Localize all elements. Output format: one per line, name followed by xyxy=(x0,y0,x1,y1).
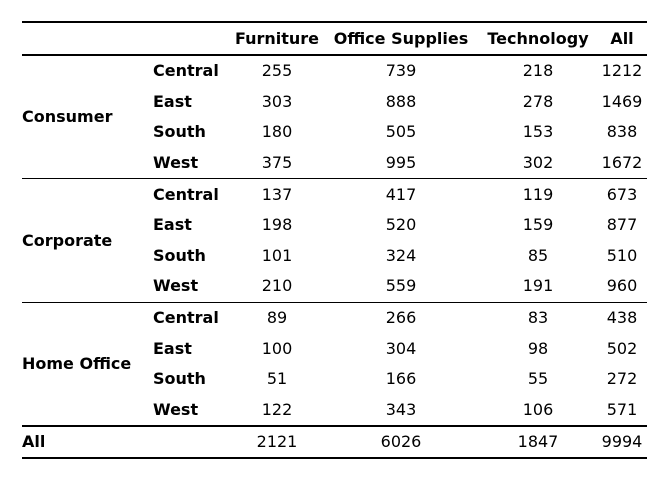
value-cell-furniture: 122 xyxy=(261,399,293,419)
value-cell-technology: 55 xyxy=(527,369,549,389)
value-cell-furniture: 375 xyxy=(261,153,293,173)
value-cell-all: 673 xyxy=(606,184,638,204)
value-cell-furniture: 100 xyxy=(261,338,293,358)
totals-blank-cell xyxy=(153,426,231,458)
region-label: South xyxy=(153,245,206,265)
value-cell-all: 1469 xyxy=(601,91,643,111)
value-cell-technology: 191 xyxy=(522,276,554,296)
region-label: East xyxy=(153,91,192,111)
value-cell-all: 1672 xyxy=(601,153,643,173)
table-row: West 375 995 302 1672 xyxy=(22,148,647,179)
value-cell-technology: 106 xyxy=(522,399,554,419)
table-row: Home Office Central 89 266 83 438 xyxy=(22,302,647,373)
column-header-office-supplies: Office Supplies xyxy=(333,28,469,48)
table-row: East 198 520 159 877 xyxy=(22,210,647,241)
value-cell-office-supplies: 304 xyxy=(385,338,417,358)
table-row: East 100 304 98 502 xyxy=(22,333,647,364)
value-cell-all: 272 xyxy=(606,369,638,389)
table-row: Consumer Central 255 739 218 1212 xyxy=(22,55,647,126)
value-cell-office-supplies: 888 xyxy=(385,91,417,111)
total-value-technology: 1847 xyxy=(517,432,559,452)
value-cell-furniture: 180 xyxy=(261,122,293,142)
region-label: West xyxy=(153,276,199,296)
region-label: East xyxy=(153,215,192,235)
totals-label: All xyxy=(22,432,46,452)
value-cell-furniture: 303 xyxy=(261,91,293,111)
segment-label: Corporate xyxy=(22,230,113,250)
table-row: South 180 505 153 838 xyxy=(22,117,647,148)
region-label: South xyxy=(153,122,206,142)
value-cell-furniture: 198 xyxy=(261,215,293,235)
value-cell-technology: 278 xyxy=(522,91,554,111)
region-label: Central xyxy=(153,61,219,81)
value-cell-technology: 119 xyxy=(522,184,554,204)
header-blank-segment xyxy=(22,22,153,55)
header-row: Furniture Office Supplies Technology All xyxy=(22,22,647,55)
table-row: South 51 166 55 272 xyxy=(22,364,647,395)
column-header-all: All xyxy=(610,28,634,48)
value-cell-technology: 83 xyxy=(527,308,549,328)
table-header: Furniture Office Supplies Technology All xyxy=(22,22,647,55)
region-label: East xyxy=(153,338,192,358)
value-cell-technology: 302 xyxy=(522,153,554,173)
value-cell-furniture: 210 xyxy=(261,276,293,296)
value-cell-furniture: 89 xyxy=(266,308,288,328)
region-label: West xyxy=(153,153,199,173)
totals-row: All 2121 6026 1847 9994 xyxy=(22,426,647,459)
value-cell-all: 877 xyxy=(606,215,638,235)
value-cell-office-supplies: 995 xyxy=(385,153,417,173)
value-cell-office-supplies: 166 xyxy=(385,369,417,389)
value-cell-office-supplies: 417 xyxy=(385,184,417,204)
table-row: West 210 559 191 960 xyxy=(22,271,647,302)
region-label: West xyxy=(153,399,199,419)
value-cell-all: 1212 xyxy=(601,61,643,81)
table-row: West 122 343 106 571 xyxy=(22,395,647,427)
value-cell-office-supplies: 739 xyxy=(385,61,417,81)
total-value-all: 9994 xyxy=(601,432,643,452)
table-row: South 101 324 85 510 xyxy=(22,241,647,272)
value-cell-all: 510 xyxy=(606,245,638,265)
total-value-furniture: 2121 xyxy=(256,432,298,452)
region-label: Central xyxy=(153,308,219,328)
region-label: South xyxy=(153,369,206,389)
value-cell-office-supplies: 559 xyxy=(385,276,417,296)
value-cell-office-supplies: 343 xyxy=(385,399,417,419)
value-cell-furniture: 51 xyxy=(266,369,288,389)
column-header-technology: Technology xyxy=(487,28,589,48)
total-value-office-supplies: 6026 xyxy=(380,432,422,452)
value-cell-furniture: 101 xyxy=(261,245,293,265)
region-label: Central xyxy=(153,184,219,204)
value-cell-all: 838 xyxy=(606,122,638,142)
segment-label: Home Office xyxy=(22,353,132,373)
column-header-furniture: Furniture xyxy=(234,28,320,48)
header-blank-region xyxy=(153,22,231,55)
value-cell-furniture: 137 xyxy=(261,184,293,204)
value-cell-technology: 85 xyxy=(527,245,549,265)
value-cell-technology: 159 xyxy=(522,215,554,235)
segment-label: Consumer xyxy=(22,107,113,127)
table-body: Consumer Central 255 739 218 1212 East 303 888 27… xyxy=(22,55,647,426)
value-cell-all: 438 xyxy=(606,308,638,328)
value-cell-office-supplies: 505 xyxy=(385,122,417,142)
value-cell-technology: 153 xyxy=(522,122,554,142)
value-cell-office-supplies: 266 xyxy=(385,308,417,328)
value-cell-all: 571 xyxy=(606,399,638,419)
pivot-table: Furniture Office Supplies Technology All… xyxy=(22,21,647,459)
value-cell-technology: 98 xyxy=(527,338,549,358)
value-cell-all: 502 xyxy=(606,338,638,358)
value-cell-office-supplies: 324 xyxy=(385,245,417,265)
table-row: East 303 888 278 1469 xyxy=(22,87,647,118)
value-cell-technology: 218 xyxy=(522,61,554,81)
table-row: Corporate Central 137 417 119 673 xyxy=(22,178,647,250)
value-cell-all: 960 xyxy=(606,276,638,296)
value-cell-office-supplies: 520 xyxy=(385,215,417,235)
value-cell-furniture: 255 xyxy=(261,61,293,81)
